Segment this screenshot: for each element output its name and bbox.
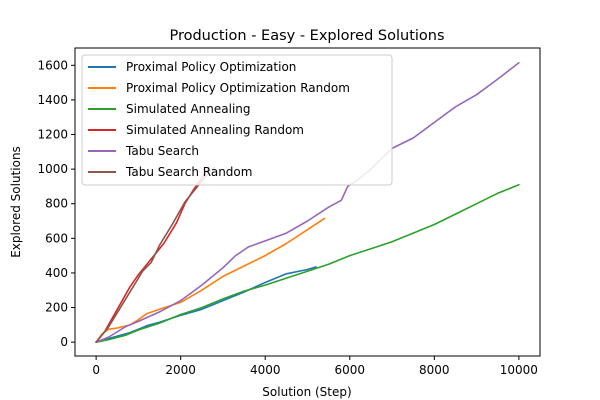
y-tick-label-8: 1600 xyxy=(37,58,68,72)
y-tick-label-0: 0 xyxy=(60,335,68,349)
x-tick-label-4: 8000 xyxy=(419,363,450,377)
x-axis-title: Solution (Step) xyxy=(262,385,351,399)
y-tick-label-1: 200 xyxy=(45,301,68,315)
series-line-1 xyxy=(95,217,326,343)
x-tick-label-1: 2000 xyxy=(165,363,196,377)
x-axis: 0 2000 4000 6000 8000 10000 xyxy=(92,356,538,377)
legend-label-4: Tabu Search xyxy=(125,144,199,158)
legend-label-1: Proximal Policy Optimization Random xyxy=(126,81,350,95)
plot-area xyxy=(95,61,520,343)
y-tick-label-3: 600 xyxy=(45,231,68,245)
chart-title: Production - Easy - Explored Solutions xyxy=(169,28,444,44)
y-axis: 0 200 400 600 800 1000 1200 1400 1600 xyxy=(37,58,75,349)
legend: Proximal Policy Optimization Proximal Pol… xyxy=(81,54,393,186)
legend-box xyxy=(81,54,393,186)
legend-label-0: Proximal Policy Optimization xyxy=(126,60,296,74)
series-line-0 xyxy=(95,266,317,343)
legend-label-5: Tabu Search Random xyxy=(125,165,252,179)
series-line-4 xyxy=(95,61,520,343)
series-line-2 xyxy=(95,183,520,343)
plot-frame xyxy=(74,47,541,357)
x-tick-label-5: 10000 xyxy=(500,363,538,377)
y-tick-label-7: 1400 xyxy=(37,93,68,107)
x-tick-label-0: 0 xyxy=(92,363,100,377)
legend-label-3: Simulated Annealing Random xyxy=(126,123,304,137)
legend-label-2: Simulated Annealing xyxy=(126,102,251,116)
y-axis-title: Explored Solutions xyxy=(9,146,23,258)
x-tick-label-2: 4000 xyxy=(250,363,281,377)
x-tick-label-3: 6000 xyxy=(334,363,365,377)
y-tick-label-2: 400 xyxy=(45,266,68,280)
y-tick-label-4: 800 xyxy=(45,197,68,211)
y-tick-label-5: 1000 xyxy=(37,162,68,176)
y-tick-label-6: 1200 xyxy=(37,128,68,142)
